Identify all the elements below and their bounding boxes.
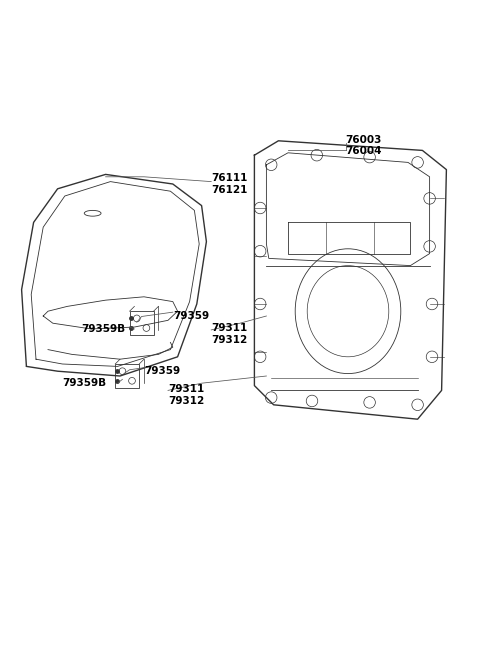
Text: 79311
79312: 79311 79312 — [211, 323, 248, 344]
Text: 79359: 79359 — [144, 366, 180, 376]
Text: 79359B: 79359B — [62, 379, 107, 388]
Text: 79359B: 79359B — [82, 324, 126, 334]
Text: 76111
76121: 76111 76121 — [211, 173, 248, 195]
Bar — [130, 311, 154, 335]
Text: 79311
79312: 79311 79312 — [168, 384, 204, 406]
Text: 79359: 79359 — [173, 311, 209, 321]
Text: 76003
76004: 76003 76004 — [346, 134, 382, 156]
Bar — [115, 364, 139, 388]
